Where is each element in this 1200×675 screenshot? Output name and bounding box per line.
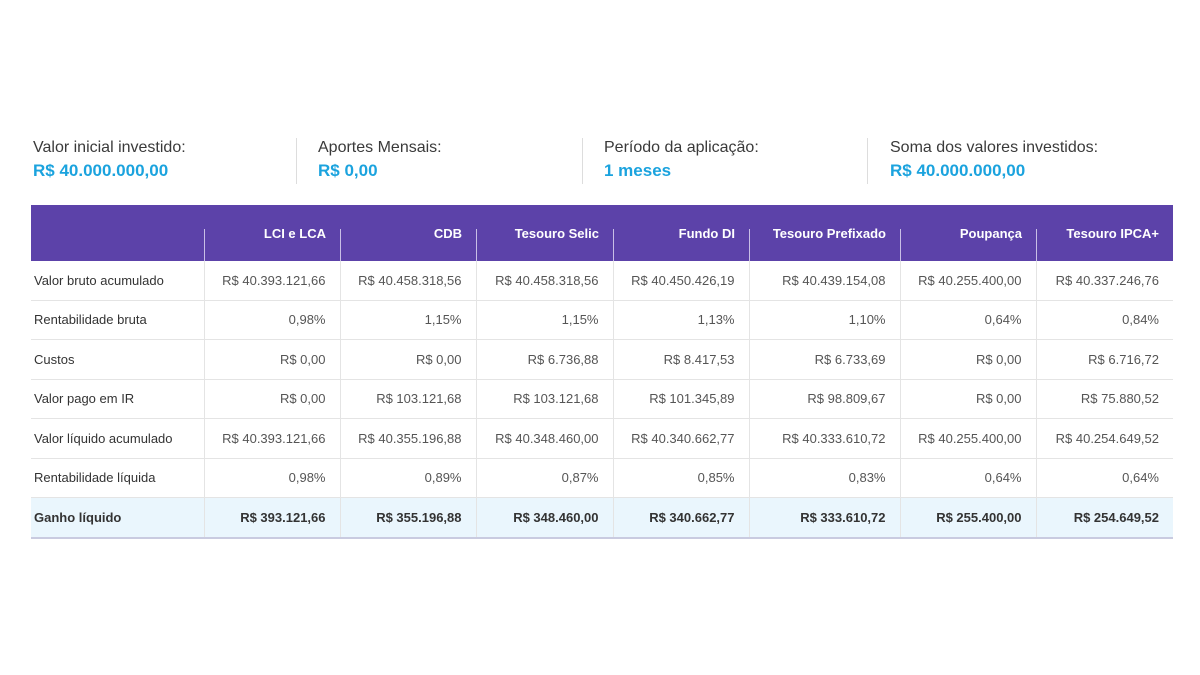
table-cell: R$ 103.121,68 xyxy=(339,379,476,419)
table-row: Valor líquido acumulado R$ 40.393.121,66 R… xyxy=(31,418,1173,459)
table-cell: R$ 6.736,88 xyxy=(475,339,613,380)
summary-monthly-contributions: Aportes Mensais: R$ 0,00 xyxy=(318,138,442,186)
row-label: Custos xyxy=(31,339,204,380)
table-cell: R$ 333.610,72 xyxy=(748,497,900,539)
table-cell: R$ 103.121,68 xyxy=(475,379,613,419)
table-cell: 0,87% xyxy=(475,458,613,498)
column-header: Poupança xyxy=(900,205,1036,261)
table-cell: R$ 8.417,53 xyxy=(612,339,749,380)
table-cell: R$ 40.255.400,00 xyxy=(899,261,1036,301)
table-cell: R$ 348.460,00 xyxy=(475,497,613,539)
divider xyxy=(296,138,297,184)
table-cell: 0,84% xyxy=(1035,300,1173,340)
table-cell: R$ 340.662,77 xyxy=(612,497,749,539)
summary-bar: Valor inicial investido: R$ 40.000.000,0… xyxy=(0,138,1200,186)
column-header: CDB xyxy=(340,205,476,261)
summary-value: R$ 40.000.000,00 xyxy=(33,161,169,180)
table-row: Rentabilidade líquida 0,98% 0,89% 0,87% 0,85… xyxy=(31,458,1173,498)
summary-value: 1 meses xyxy=(604,161,672,180)
summary-total-invested: Soma dos valores investidos: R$ 40.000.0… xyxy=(890,138,1098,186)
table-cell: 0,64% xyxy=(899,458,1036,498)
table-cell: 0,83% xyxy=(748,458,900,498)
summary-period: Período da aplicação: 1 meses xyxy=(604,138,759,186)
table-cell: 0,98% xyxy=(203,458,340,498)
row-label: Valor líquido acumulado xyxy=(31,418,204,459)
table-cell: R$ 0,00 xyxy=(203,379,340,419)
table-total-row: Ganho líquido R$ 393.121,66 R$ 355.196,88 R… xyxy=(31,497,1173,539)
table-cell: R$ 40.450.426,19 xyxy=(612,261,749,301)
table-cell: 0,64% xyxy=(899,300,1036,340)
table-cell: R$ 6.733,69 xyxy=(748,339,900,380)
table-cell: R$ 393.121,66 xyxy=(203,497,340,539)
table-cell: R$ 0,00 xyxy=(899,379,1036,419)
row-label: Rentabilidade líquida xyxy=(31,458,204,498)
summary-label: Soma dos valores investidos: xyxy=(890,139,1099,156)
table-cell: R$ 255.400,00 xyxy=(899,497,1036,539)
row-label: Valor pago em IR xyxy=(31,379,204,419)
table-cell: 0,85% xyxy=(612,458,749,498)
summary-label: Aportes Mensais: xyxy=(318,139,442,156)
summary-value: R$ 40.000.000,00 xyxy=(890,161,1026,180)
table-header-row: LCI e LCA CDB Tesouro Selic Fundo DI Tesouro… xyxy=(31,205,1173,261)
table-cell: R$ 40.439.154,08 xyxy=(748,261,900,301)
table-row: Rentabilidade bruta 0,98% 1,15% 1,15% 1,13% 1… xyxy=(31,300,1173,340)
column-header: Tesouro Prefixado xyxy=(749,205,900,261)
table-cell: R$ 98.809,67 xyxy=(748,379,900,419)
row-label: Valor bruto acumulado xyxy=(31,261,204,301)
table-body: Valor bruto acumulado R$ 40.393.121,66 R$ … xyxy=(31,261,1173,539)
table-cell: 1,15% xyxy=(475,300,613,340)
table-cell: 1,15% xyxy=(339,300,476,340)
table-row: Custos R$ 0,00 R$ 0,00 R$ 6.736,88 R$ 8.417,… xyxy=(31,339,1173,380)
table-cell: R$ 40.340.662,77 xyxy=(612,418,749,459)
row-label: Ganho líquido xyxy=(31,497,204,539)
column-header: LCI e LCA xyxy=(204,205,340,261)
table-cell: R$ 40.348.460,00 xyxy=(475,418,613,459)
divider xyxy=(867,138,868,184)
summary-label: Valor inicial investido: xyxy=(33,139,186,156)
summary-initial-value: Valor inicial investido: R$ 40.000.000,0… xyxy=(33,138,186,186)
table-cell: 0,98% xyxy=(203,300,340,340)
table-cell: R$ 0,00 xyxy=(339,339,476,380)
table-cell: R$ 40.255.400,00 xyxy=(899,418,1036,459)
table-cell: R$ 6.716,72 xyxy=(1035,339,1173,380)
row-label: Rentabilidade bruta xyxy=(31,300,204,340)
investment-comparison-table: LCI e LCA CDB Tesouro Selic Fundo DI Tesouro… xyxy=(31,205,1173,539)
column-header: Fundo DI xyxy=(613,205,749,261)
table-cell: R$ 40.355.196,88 xyxy=(339,418,476,459)
table-cell: R$ 40.333.610,72 xyxy=(748,418,900,459)
table-cell: R$ 0,00 xyxy=(203,339,340,380)
table-cell: R$ 101.345,89 xyxy=(612,379,749,419)
table-cell: R$ 40.458.318,56 xyxy=(475,261,613,301)
table-cell: R$ 40.393.121,66 xyxy=(203,261,340,301)
table-cell: R$ 0,00 xyxy=(899,339,1036,380)
table-cell: 1,13% xyxy=(612,300,749,340)
table-cell: R$ 254.649,52 xyxy=(1035,497,1173,539)
table-cell: R$ 75.880,52 xyxy=(1035,379,1173,419)
summary-label: Período da aplicação: xyxy=(604,139,759,156)
column-header: Tesouro Selic xyxy=(476,205,613,261)
table-cell: 1,10% xyxy=(748,300,900,340)
table-cell: R$ 40.393.121,66 xyxy=(203,418,340,459)
table-cell: 0,89% xyxy=(339,458,476,498)
column-header: Tesouro IPCA+ xyxy=(1036,205,1173,261)
table-cell: R$ 40.458.318,56 xyxy=(339,261,476,301)
table-row: Valor pago em IR R$ 0,00 R$ 103.121,68 R$ 1… xyxy=(31,379,1173,419)
table-cell: 0,64% xyxy=(1035,458,1173,498)
table-cell: R$ 40.254.649,52 xyxy=(1035,418,1173,459)
column-header-empty xyxy=(31,205,204,261)
divider xyxy=(582,138,583,184)
summary-value: R$ 0,00 xyxy=(318,161,378,180)
table-cell: R$ 40.337.246,76 xyxy=(1035,261,1173,301)
table-cell: R$ 355.196,88 xyxy=(339,497,476,539)
table-row: Valor bruto acumulado R$ 40.393.121,66 R$ … xyxy=(31,261,1173,301)
